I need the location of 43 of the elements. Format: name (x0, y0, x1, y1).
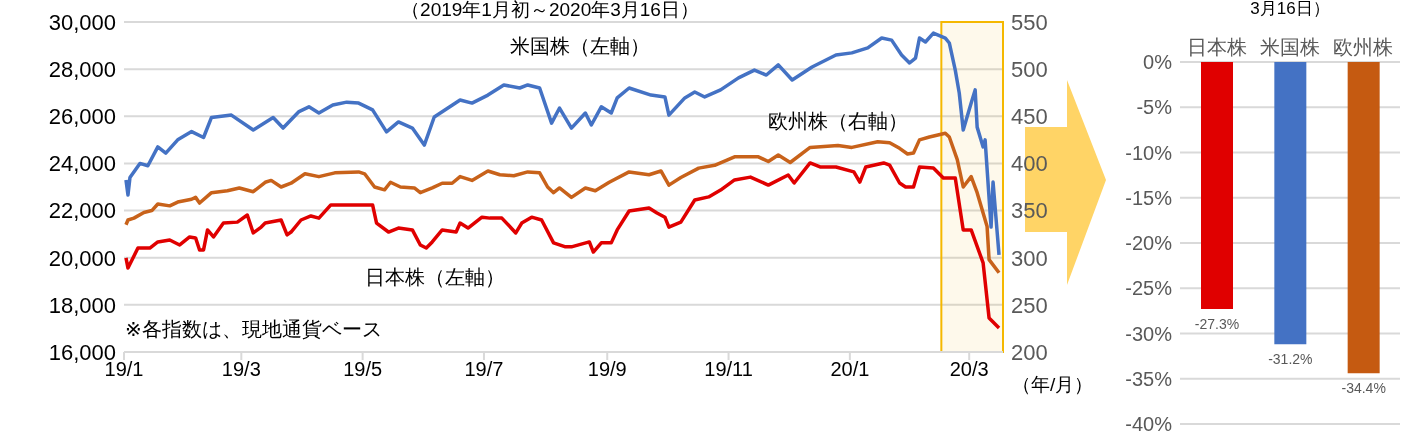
y2-tick-label: 450 (1011, 104, 1048, 130)
y-tick-label: 24,000 (48, 151, 116, 177)
y-tick-label: -40% (1125, 413, 1173, 436)
y2-tick-label: 250 (1011, 292, 1048, 318)
y-tick-label: -10% (1125, 141, 1173, 164)
y-tick-label: 18,000 (48, 292, 116, 318)
series-label: 米国株（左軸） (510, 34, 650, 59)
y-tick-label: 28,000 (48, 56, 116, 82)
y-tick-label: -5% (1136, 96, 1173, 119)
x-tick-label: 20/1 (830, 358, 870, 381)
y-tick-label: -25% (1125, 277, 1173, 300)
y-tick-label: 30,000 (48, 9, 116, 35)
data-label: -34.4% (1341, 380, 1386, 397)
x-tick-label: 19/11 (704, 358, 753, 381)
data-label: -31.2% (1268, 351, 1313, 368)
x-axis-title: （年/月） (1012, 373, 1094, 397)
x-tick-label: 欧州株 (1333, 36, 1394, 58)
chart-title: 3月16日） (1249, 0, 1331, 18)
x-tick-label: 19/3 (221, 358, 261, 381)
y2-tick-label: 550 (1011, 9, 1048, 35)
data-label: -27.3% (1194, 316, 1240, 333)
y-tick-label: 22,000 (48, 198, 116, 224)
x-tick-label: 日本株 (1186, 36, 1247, 58)
y2-tick-label: 200 (1011, 339, 1048, 365)
y-tick-label: 0% (1143, 51, 1173, 74)
x-tick-label: 19/9 (587, 358, 627, 381)
series-label: 欧州株（右軸） (768, 109, 908, 134)
y-tick-label: 20,000 (48, 245, 116, 271)
annotation: ※各指数は、現地通貨ベース (125, 317, 382, 342)
x-tick-label: 20/3 (949, 358, 989, 381)
y-tick-label: -30% (1125, 322, 1173, 345)
y-tick-label: 26,000 (48, 104, 116, 130)
x-tick-label: 米国株 (1260, 36, 1320, 58)
x-tick-label: 19/5 (343, 358, 383, 381)
series-label: 日本株（左軸） (365, 265, 505, 290)
chart-title: （2019年1月初～2020年3月16日） (401, 0, 699, 20)
y-tick-label: -15% (1125, 186, 1173, 209)
y-tick-label: -35% (1125, 367, 1173, 390)
y2-tick-label: 500 (1011, 56, 1048, 82)
line-series (124, 31, 1001, 257)
x-tick-label: 19/7 (464, 358, 504, 381)
y2-tick-label: 300 (1011, 245, 1048, 271)
y-tick-label: -20% (1125, 232, 1173, 255)
